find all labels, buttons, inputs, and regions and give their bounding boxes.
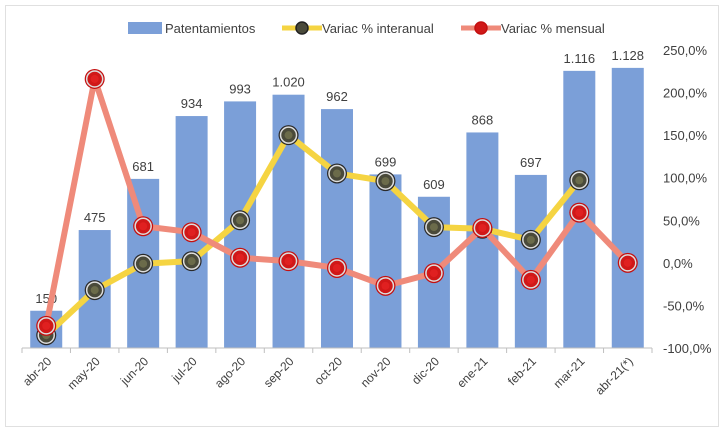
bar-abr-21(*) [611, 67, 644, 348]
mensual-marker [36, 315, 57, 336]
interanual-marker-dot [381, 177, 390, 186]
mensual-marker [181, 222, 202, 243]
bar-nov-20 [369, 174, 402, 348]
legend-label: Variac % interanual [322, 21, 434, 36]
interanual-marker-dot [90, 286, 99, 295]
x-tick-label: abr-21(*) [593, 354, 636, 397]
bar-label: 868 [472, 112, 494, 127]
y-right-tick-label: 250,0% [663, 43, 708, 58]
interanual-marker [181, 251, 202, 272]
x-tick-label: ago-20 [212, 354, 249, 391]
interanual-marker-dot [236, 216, 245, 225]
interanual-marker [230, 210, 251, 231]
y-right-tick-label: 100,0% [663, 171, 708, 186]
x-tick-label: mar-21 [551, 354, 588, 391]
interanual-marker [84, 280, 105, 301]
bar-label: 699 [375, 154, 397, 169]
interanual-marker [569, 170, 590, 191]
mensual-marker [230, 247, 251, 268]
bar-label: 475 [84, 210, 106, 225]
mensual-marker [133, 216, 154, 237]
mensual-marker-dot [333, 263, 341, 272]
x-tick-label: sep-20 [261, 354, 297, 390]
legend-marker-interanual [295, 21, 309, 35]
bar-label: 1.116 [564, 51, 596, 66]
x-tick-label: jun-20 [117, 354, 151, 388]
mensual-marker [375, 275, 396, 296]
x-tick-label: nov-20 [358, 354, 394, 390]
y-right-tick-label: 50,0% [663, 213, 700, 228]
mensual-marker-dot [187, 228, 196, 237]
mensual-marker-dot [42, 321, 51, 330]
bar-label: 697 [520, 155, 542, 170]
mensual-marker [327, 257, 347, 278]
bar-label: 934 [181, 96, 203, 111]
bar-label: 609 [423, 177, 445, 192]
bar-label: 993 [229, 81, 251, 96]
x-tick-label: abr-20 [20, 354, 55, 389]
x-tick-label: oct-20 [312, 354, 346, 388]
mensual-marker-dot [526, 275, 535, 284]
y-right-tick-label: 200,0% [663, 86, 708, 101]
interanual-marker [423, 217, 444, 238]
mensual-marker-dot [90, 74, 99, 83]
legend-label: Variac % mensual [501, 21, 605, 36]
mensual-marker-dot [478, 223, 487, 232]
bar-label: 1.128 [611, 48, 644, 63]
x-tick-label: feb-21 [505, 354, 539, 388]
mensual-marker [423, 263, 444, 284]
x-tick-label: ene-21 [454, 354, 491, 391]
interanual-marker-dot [429, 223, 438, 232]
y-right-tick-label: -100,0% [663, 341, 712, 356]
interanual-marker [375, 171, 396, 192]
mensual-marker [520, 269, 541, 290]
interanual-marker [278, 125, 299, 146]
mensual-marker-dot [623, 258, 632, 267]
interanual-marker [520, 229, 541, 250]
interanual-marker-dot [139, 259, 148, 268]
interanual-marker-dot [526, 235, 535, 244]
mensual-marker [84, 68, 105, 89]
x-tick-label: jul-20 [168, 354, 200, 386]
legend-label: Patentamientos [165, 21, 256, 36]
chart-frame [5, 5, 719, 427]
mensual-marker-dot [381, 281, 390, 290]
interanual-marker [327, 163, 347, 184]
mensual-marker [569, 202, 590, 223]
x-tick-label: may-20 [65, 354, 103, 392]
interanual-marker-dot [333, 169, 341, 178]
y-right-tick-label: 0,0% [663, 256, 693, 271]
legend-swatch-bars [128, 22, 162, 34]
interanual-marker-dot [187, 257, 196, 266]
x-tick-label: dic-20 [409, 354, 442, 387]
legend: Patentamientos Variac % interanual Variac … [128, 21, 605, 36]
mensual-marker [472, 217, 493, 238]
mensual-marker-dot [236, 253, 245, 262]
mensual-marker [617, 252, 638, 273]
mensual-marker-dot [429, 269, 438, 278]
mensual-marker-dot [575, 208, 584, 217]
y-right-tick-label: 150,0% [663, 128, 708, 143]
legend-marker-mensual [474, 21, 488, 35]
bar-label: 681 [132, 159, 154, 174]
interanual-marker-dot [284, 131, 293, 140]
interanual-marker [133, 253, 154, 274]
bar-oct-20 [321, 109, 353, 348]
y-right-tick-label: -50,0% [663, 298, 705, 313]
bar-label: 1.020 [272, 75, 305, 90]
bar-label: 962 [326, 89, 348, 104]
interanual-marker-dot [575, 176, 584, 185]
mensual-marker-dot [284, 257, 293, 266]
mensual-marker [278, 251, 299, 272]
mensual-marker-dot [139, 222, 148, 231]
